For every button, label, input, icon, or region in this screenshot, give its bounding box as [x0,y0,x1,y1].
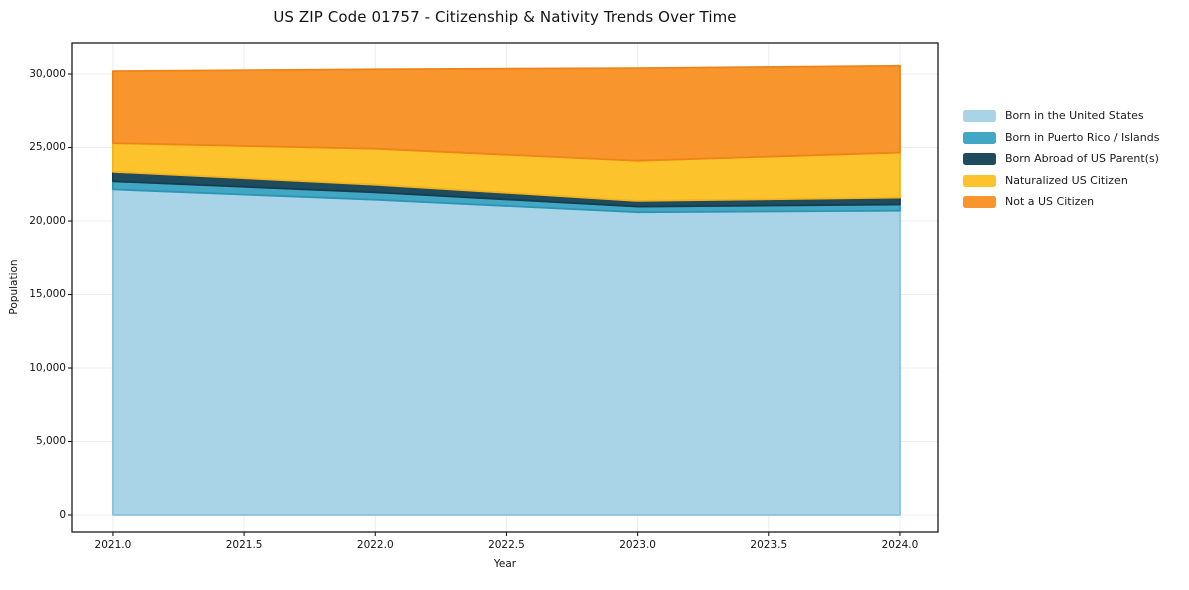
x-tick-label: 2021.5 [225,539,263,551]
x-tick-label: 2023.0 [619,539,656,551]
chart-title: US ZIP Code 01757 - Citizenship & Nativi… [273,8,737,26]
legend-item-naturalized-us-citizen: Naturalized US Citizen [963,173,1159,187]
legend-item-not-a-us-citizen: Not a US Citizen [963,195,1159,209]
x-tick-label: 2022.5 [488,539,525,551]
legend-label: Born in Puerto Rico / Islands [1005,130,1160,144]
y-tick-label: 10,000 [29,361,66,374]
legend-swatch-not-a-us-citizen [963,196,996,209]
x-tick-label: 2023.5 [750,539,788,551]
x-axis-label: Year [493,558,517,570]
legend-label: Not a US Citizen [1005,195,1095,209]
y-tick-label: 15,000 [29,288,66,300]
area-born-in-the-united-states [112,188,901,516]
x-tick-label: 2024.0 [881,539,919,551]
legend-label: Born in the United States [1005,109,1144,122]
legend: Born in the United States Born in Puerto … [963,110,1159,218]
y-tick-label: 20,000 [29,214,66,227]
x-tick-label: 2021.0 [94,539,132,551]
legend-swatch-born-abroad-of-us-parent-s [963,153,996,166]
legend-item-born-in-the-united-states: Born in the United States [963,110,1159,122]
legend-label: Born Abroad of US Parent(s) [1005,152,1159,166]
legend-swatch-naturalized-us-citizen [963,174,996,187]
y-axis-label: Population [8,259,20,315]
area-not-a-us-citizen [112,64,901,162]
legend-item-born-in-puerto-rico-islands: Born in Puerto Rico / Islands [963,130,1160,144]
legend-swatch-born-in-puerto-rico-islands [963,131,996,144]
legend-label: Naturalized US Citizen [1005,173,1128,187]
y-tick-label: 5,000 [35,435,66,447]
legend-swatch-born-in-the-united-states [963,110,996,122]
y-tick-label: 25,000 [29,141,66,153]
y-tick-label: 30,000 [29,67,66,80]
x-tick-label: 2022.0 [356,539,394,551]
y-tick-label: 0 [59,508,66,521]
legend-item-born-abroad-of-us-parent-s: Born Abroad of US Parent(s) [963,152,1159,166]
axes-frame [71,42,939,533]
